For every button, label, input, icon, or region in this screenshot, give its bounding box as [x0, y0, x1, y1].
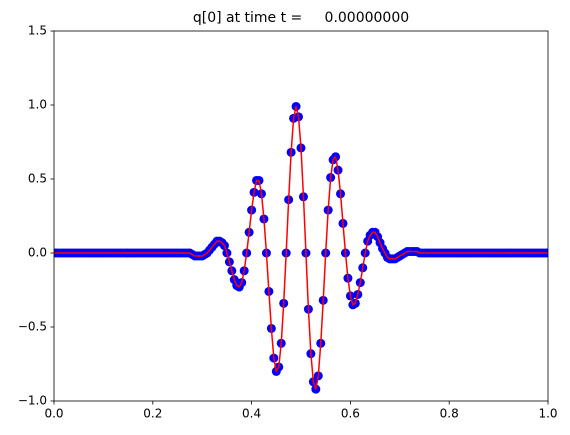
x-tick-label: 0.8 — [440, 407, 459, 421]
y-tick-label: 0.0 — [28, 246, 47, 260]
x-tick-label: 0.4 — [242, 407, 261, 421]
y-tick-label: 1.5 — [28, 24, 47, 38]
chart-title: q[0] at time t = 0.00000000 — [193, 10, 409, 26]
y-tick-label: −1.0 — [18, 394, 47, 408]
x-tick-label: 0.6 — [341, 407, 360, 421]
x-tick-label: 1.0 — [538, 407, 557, 421]
x-tick-label: 0.0 — [44, 407, 63, 421]
y-tick-label: 0.5 — [28, 172, 47, 186]
plot-area — [54, 101, 548, 394]
axes-frame — [53, 30, 549, 402]
data-line — [54, 105, 548, 390]
x-tick-label: 0.2 — [143, 407, 162, 421]
y-tick-label: −0.5 — [18, 320, 47, 334]
y-tick-label: 1.0 — [28, 98, 47, 112]
